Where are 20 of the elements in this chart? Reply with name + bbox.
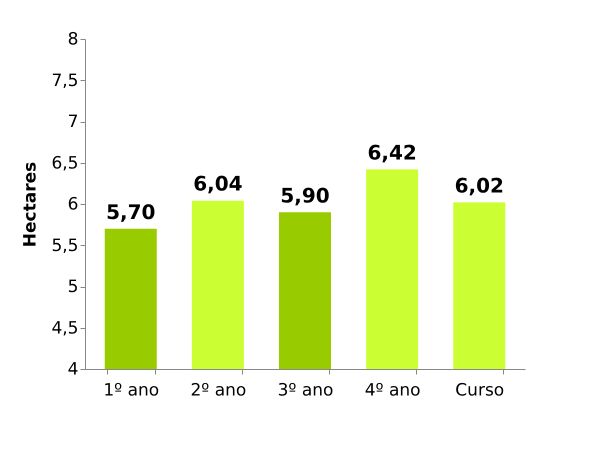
y-axis-title: Hectares [20,162,40,248]
x-tick-label: 3º ano [278,380,334,400]
y-tick-label: 8 [68,30,78,50]
y-tick-label: 7,5 [51,70,78,91]
y-tick-label: 7 [68,112,78,132]
x-tick-label: Curso [455,380,504,400]
y-tick-label: 4 [68,360,78,380]
data-label: 6,02 [454,173,504,198]
y-tick-label: 5,5 [51,236,78,256]
x-tick-label: 4º ano [364,380,421,400]
x-tick-label: 2º ano [190,380,246,400]
y-tick-label: 6,5 [51,153,78,174]
y-tick-label: 4,5 [51,318,78,338]
data-label: 5,90 [280,183,330,208]
data-label: 6,04 [193,172,243,196]
x-tick-label: 1º ano [103,380,160,400]
data-label: 6,42 [367,140,417,164]
y-tick-label: 6 [68,194,78,214]
y-tick-label: 5 [68,277,78,297]
data-label: 5,70 [106,200,156,224]
